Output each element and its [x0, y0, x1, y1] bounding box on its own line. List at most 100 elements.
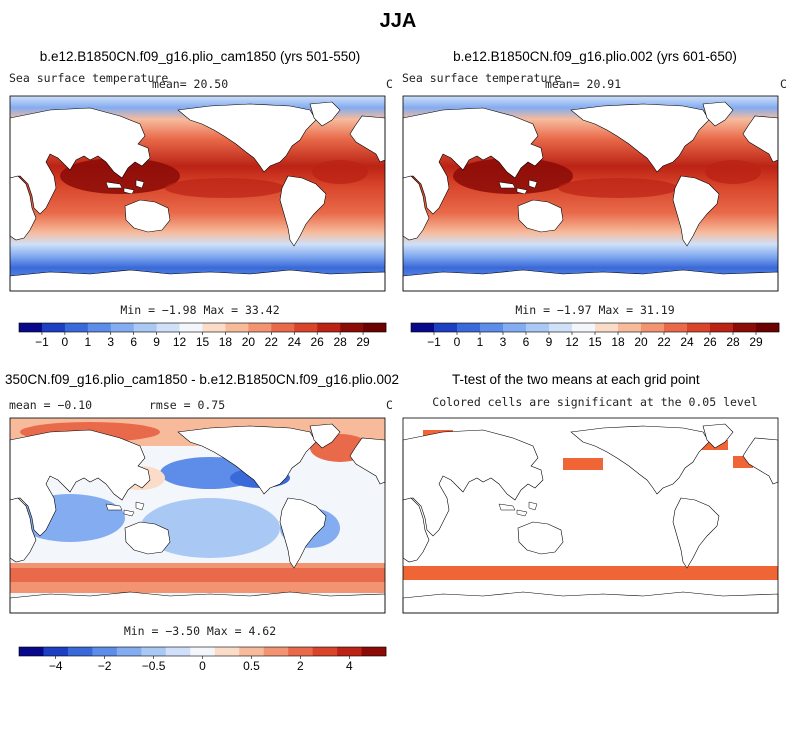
colorbar-tick-label: 6: [523, 335, 530, 349]
colorbar-tick-label: 20: [634, 335, 648, 349]
colorbar-swatch: [214, 647, 240, 656]
colorbar-swatch: [263, 647, 289, 656]
panel-2-title: b.e12.B1850CN.f09_g16.plio.002 (yrs 601-…: [453, 49, 737, 64]
colorbar-tick-label: 20: [242, 335, 256, 349]
colorbar-swatch: [361, 647, 387, 656]
colorbar-swatch: [572, 323, 596, 332]
colorbar-swatch: [110, 323, 134, 332]
colorbar-tick-label: 24: [288, 335, 302, 349]
colorbar-tick-label: 6: [130, 335, 137, 349]
colorbar-tick-label: −0.5: [142, 659, 166, 673]
panel-1: b.e12.B1850CN.f09_g16.plio_cam1850 (yrs …: [9, 49, 393, 349]
colorbar-swatch: [664, 323, 688, 332]
panel-1-mean-label: mean= 20.50: [152, 77, 228, 91]
colorbar-tick-label: 9: [546, 335, 553, 349]
colorbar-tick-label: 3: [500, 335, 507, 349]
colorbar-tick-label: 18: [219, 335, 233, 349]
panel-3-mean-label: mean = −0.10: [9, 398, 92, 412]
colorbar-swatch: [434, 323, 458, 332]
panel-2: b.e12.B1850CN.f09_g16.plio.002 (yrs 601-…: [402, 49, 787, 349]
colorbar-tick-label: 0: [199, 659, 206, 673]
colorbar-swatch: [271, 323, 295, 332]
colorbar-tick-label: 12: [565, 335, 579, 349]
panel-1-map: [9, 95, 386, 292]
colorbar-swatch: [526, 323, 550, 332]
colorbar-swatch: [288, 647, 313, 656]
colorbar-swatch: [411, 323, 435, 332]
colorbar-tick-label: 4: [346, 659, 353, 673]
colorbar-swatch: [141, 647, 167, 656]
colorbar-tick-label: 0.5: [243, 659, 260, 673]
colorbar-swatch: [641, 323, 665, 332]
colorbar-tick-label: 15: [196, 335, 210, 349]
panel-2-min-max: Min = −1.97 Max = 31.19: [515, 303, 674, 317]
colorbar-tick-label: 0: [454, 335, 461, 349]
colorbar-tick-label: 28: [726, 335, 740, 349]
colorbar-swatch: [503, 323, 527, 332]
colorbar-swatch: [19, 323, 43, 332]
figure-title: JJA: [380, 10, 417, 32]
colorbar-tick-label: 9: [153, 335, 160, 349]
colorbar-swatch: [202, 323, 226, 332]
colorbar-swatch: [756, 323, 780, 332]
colorbar-tick-label: 28: [333, 335, 347, 349]
panel-2-map: [402, 95, 779, 292]
colorbar-tick-label: 1: [84, 335, 91, 349]
panel-2-colorbar: −1 0 1 3 6 9 12 15 18 20 22 24 26 28 29: [410, 322, 780, 349]
panel-1-colorbar: −1 0 1 3 6 9 12 15 18 20 22 24 26 28 29: [18, 322, 387, 349]
panel-3-title: 350CN.f09_g16.plio_cam1850 - b.e12.B1850…: [5, 372, 399, 387]
colorbar-tick-label: 26: [703, 335, 717, 349]
colorbar-swatch: [363, 323, 387, 332]
colorbar-swatch: [92, 647, 118, 656]
colorbar-swatch: [43, 647, 69, 656]
colorbar-swatch: [225, 323, 249, 332]
colorbar-tick-label: 29: [356, 335, 370, 349]
colorbar-tick-label: 29: [749, 335, 763, 349]
colorbar-swatch: [64, 323, 89, 332]
panel-3: 350CN.f09_g16.plio_cam1850 - b.e12.B1850…: [5, 372, 399, 673]
panel-4: T-test of the two means at each grid poi…: [402, 372, 779, 614]
panel-3-min-max: Min = −3.50 Max = 4.62: [124, 624, 276, 638]
panel-1-units: C: [386, 77, 393, 91]
colorbar-tick-label: 12: [173, 335, 187, 349]
colorbar-tick-label: −1: [427, 335, 441, 349]
panel-3-units: C: [386, 398, 393, 412]
panel-3-rmse-label: rmse = 0.75: [149, 398, 225, 412]
colorbar-swatch: [618, 323, 642, 332]
panel-2-mean-label: mean= 20.91: [545, 77, 621, 91]
panel-1-title: b.e12.B1850CN.f09_g16.plio_cam1850 (yrs …: [40, 49, 360, 64]
colorbar-tick-label: 1: [477, 335, 484, 349]
colorbar-swatch: [549, 323, 573, 332]
colorbar-swatch: [116, 647, 142, 656]
colorbar-tick-label: 18: [611, 335, 625, 349]
colorbar-swatch: [340, 323, 364, 332]
colorbar-swatch: [67, 647, 93, 656]
colorbar-swatch: [248, 323, 272, 332]
panel-1-min-max: Min = −1.98 Max = 33.42: [120, 303, 279, 317]
colorbar-swatch: [457, 323, 481, 332]
colorbar-swatch: [239, 647, 264, 656]
colorbar-swatch: [133, 323, 157, 332]
colorbar-tick-label: −1: [35, 335, 49, 349]
colorbar-tick-label: 2: [297, 659, 304, 673]
colorbar-tick-label: 3: [107, 335, 114, 349]
colorbar-swatch: [687, 323, 711, 332]
panel-4-map: [402, 417, 779, 614]
colorbar-tick-label: 22: [265, 335, 279, 349]
colorbar-swatch: [317, 323, 341, 332]
colorbar-swatch: [312, 647, 338, 656]
colorbar-swatch: [595, 323, 619, 332]
panel-4-subtitle: Colored cells are significant at the 0.0…: [432, 395, 757, 409]
colorbar-swatch: [480, 323, 504, 332]
colorbar-swatch: [294, 323, 318, 332]
colorbar-swatch: [19, 647, 44, 656]
colorbar-tick-label: 15: [588, 335, 602, 349]
colorbar-tick-label: 0: [62, 335, 69, 349]
colorbar-tick-label: 22: [657, 335, 671, 349]
colorbar-swatch: [41, 323, 66, 332]
colorbar-swatch: [165, 647, 191, 656]
panel-2-variable-label: Sea surface temperature: [402, 71, 561, 85]
panel-2-units: C: [780, 77, 787, 91]
colorbar-tick-label: 26: [311, 335, 325, 349]
